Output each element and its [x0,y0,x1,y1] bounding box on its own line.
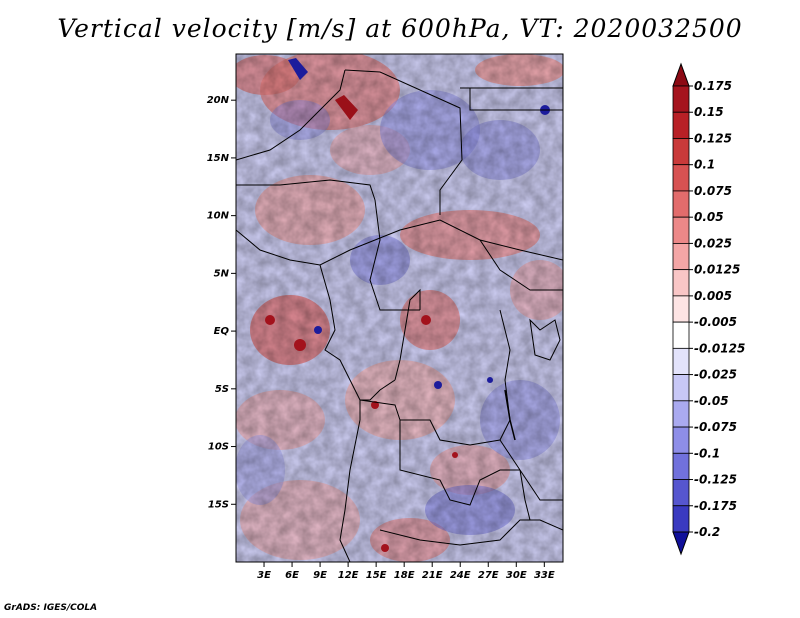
colorbar-swatch [672,295,690,323]
colorbar-bottom-arrow [672,531,690,556]
border-line [394,288,421,381]
colorbar-label: -0.075 [694,420,737,434]
colorbar-swatch [672,111,690,139]
lake-outline [529,318,561,361]
border-line [359,399,501,446]
border-line [379,519,563,546]
lon-tick-label: 9E [313,570,327,581]
field-cell [265,315,275,325]
lon-tick-label: 12E [338,570,359,581]
colorbar-label: -0.175 [694,499,737,513]
colorbar-label: 0.025 [694,236,732,250]
field-cell [294,339,306,351]
colorbar-label: -0.125 [694,473,737,487]
colorbar-label: 0.15 [694,105,724,119]
border-line [236,179,376,201]
colorbar-swatch [672,138,690,166]
border-line [359,379,396,420]
map-frame [235,53,564,563]
lat-tick-label: 5S [215,384,229,395]
lon-tick-label: 18E [394,570,415,581]
lat-tick-label: 20N [207,95,230,106]
lat-tick-label: 10S [208,442,229,453]
field-cell [421,315,431,325]
field-cell [371,401,379,409]
field-cell [288,58,308,80]
border-line [339,419,361,562]
border-line [236,69,346,161]
lat-tick-label: 15S [208,499,229,510]
colorbar-swatch [672,426,690,454]
colorbar-swatch [672,243,690,271]
lon-tick-label: 27E [478,570,499,581]
border-line [499,309,563,501]
lat-tick-label: 10N [207,211,230,222]
colorbar-label: 0.175 [694,79,732,93]
lat-tick-label: 15N [207,153,230,164]
speckle-texture [236,54,563,562]
colorbar: 0.175 0.15 0.125 0.1 0.075 0.05 0.025 0.0125 0.0… [672,62,745,556]
border-line [519,469,531,521]
border-line [236,219,563,266]
colorbar-label: 0.0125 [694,263,740,277]
lon-tick-label: 21E [422,570,443,581]
border-line [399,420,520,506]
border-line [319,264,361,401]
border-line [479,239,563,291]
lon-tick-label: 33E [534,570,555,581]
colorbar-label: -0.005 [694,315,737,329]
colorbar-swatch [672,190,690,218]
colorbar-label: -0.05 [694,394,729,408]
colorbar-swatch [672,216,690,244]
field-cell [452,452,458,458]
colorbar-label: -0.0125 [694,341,745,355]
field-cell [381,544,389,552]
lat-tick-label: EQ [214,326,230,337]
lon-tick-label: 24E [450,570,471,581]
lon-tick-label: 30E [506,570,527,581]
credit-text: GrADS: IGES/COLA [4,603,98,613]
colorbar-swatch [672,374,690,402]
field-cell [335,95,358,120]
lat-tick-label: 5N [214,268,230,279]
colorbar-swatch [672,321,690,349]
border-line [460,87,563,111]
colorbar-swatch [672,505,690,533]
colorbar-swatch [672,269,690,297]
border-line [369,199,420,311]
convective-cells [265,58,550,552]
field-layer [236,54,563,562]
colorbar-label: -0.2 [694,525,720,539]
border-line [344,69,463,215]
field-cell [314,326,322,334]
colorbar-label: 0.05 [694,210,724,224]
colorbar-label: 0.1 [694,158,715,172]
lon-tick-label: 15E [366,570,387,581]
lon-tick-label: 6E [285,570,299,581]
colorbar-label: 0.005 [694,289,732,303]
lon-tick-label: 3E [257,570,271,581]
colorbar-swatch [672,164,690,192]
colorbar-label: -0.025 [694,368,737,382]
latitude-axis: 20N 15N 10N 5N EQ 5S 10S 15S [207,95,236,510]
colorbar-swatch [672,400,690,428]
chart-title: Vertical velocity [m/s] at 600hPa, VT: 2… [57,14,743,43]
field-cell [487,377,493,383]
colorbar-swatch [672,347,690,375]
colorbar-swatch [672,479,690,507]
colorbar-swatch [672,452,690,480]
lake-outline [504,389,516,441]
colorbar-label: -0.1 [694,446,720,460]
colorbar-swatch [672,85,690,113]
colorbar-top-arrow [672,62,690,87]
longitude-axis: 3E 6E 9E 12E 15E 18E 21E 24E 27E 30E 33E [257,562,555,581]
field-cell [434,381,442,389]
colorbar-label: 0.125 [694,131,732,145]
colorbar-label: 0.075 [694,184,732,198]
country-borders [236,69,563,562]
